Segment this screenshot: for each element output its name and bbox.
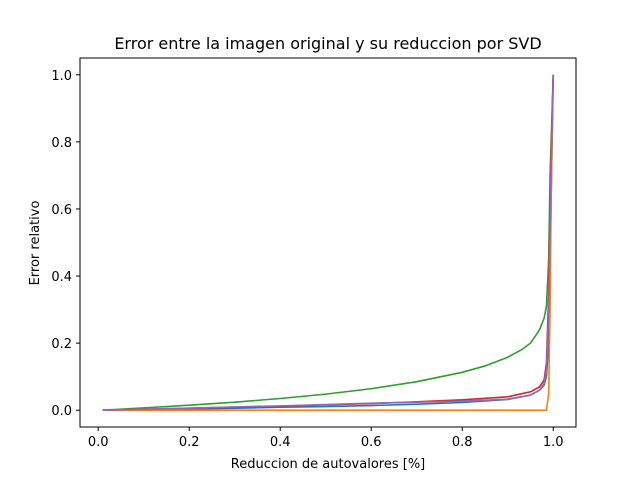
series-layer	[102, 74, 555, 412]
series-line-5	[102, 74, 555, 412]
x-tick-label: 0.4	[270, 435, 291, 450]
x-tick-label: 0.8	[452, 435, 473, 450]
y-axis-ticks: 0.0 0.2 0.4 0.6 0.8 1.0	[51, 69, 80, 419]
x-tick-label: 0.0	[88, 435, 109, 450]
y-tick-label: 1.0	[51, 69, 72, 84]
y-tick-label: 0.2	[51, 337, 72, 352]
x-axis-title: Reduccion de autovalores [%]	[231, 457, 426, 472]
x-axis-ticks: 0.0 0.2 0.4 0.6 0.8 1.0	[88, 427, 564, 450]
plot-frame	[79, 57, 577, 428]
x-tick-label: 0.6	[361, 435, 382, 450]
chart-title: Error entre la imagen original y su redu…	[114, 34, 541, 53]
x-tick-label: 0.2	[179, 435, 200, 450]
series-line-3	[102, 74, 555, 412]
y-tick-label: 0.0	[51, 404, 72, 419]
y-tick-label: 0.6	[51, 203, 72, 218]
series-line-2	[102, 74, 555, 412]
x-tick-label: 1.0	[543, 435, 564, 450]
y-tick-label: 0.8	[51, 136, 72, 151]
y-tick-label: 0.4	[51, 270, 72, 285]
y-axis-title: Error relativo	[28, 201, 43, 286]
